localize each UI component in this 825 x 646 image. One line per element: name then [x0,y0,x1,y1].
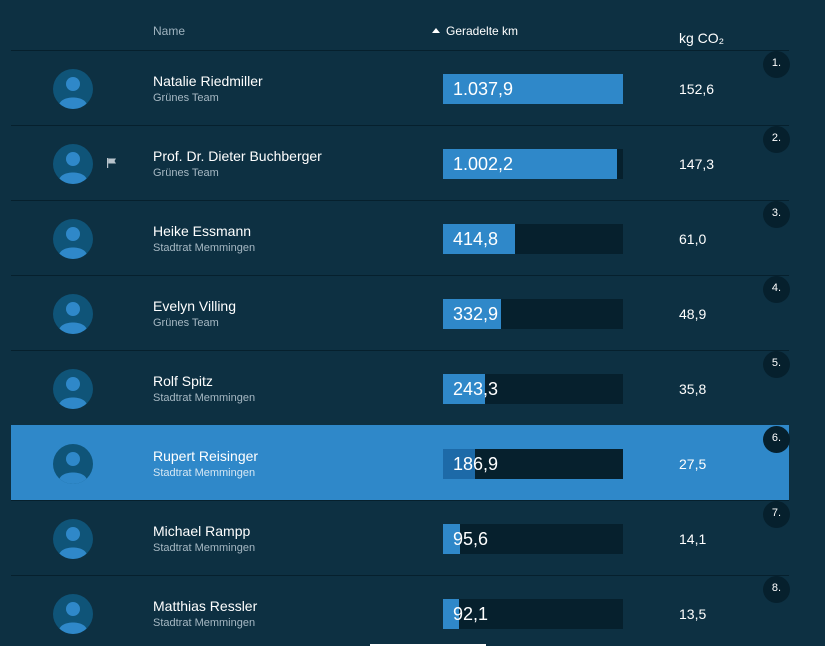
participant-name[interactable]: Heike Essmann [153,223,252,239]
flag-icon [106,156,118,168]
km-bar: 92,1 [443,599,623,629]
user-avatar-icon [53,444,93,484]
rank-badge: 5. [763,351,790,378]
km-bar-fill [443,374,485,404]
km-bar: 414,8 [443,224,623,254]
table-header: Name Geradelte km kg CO₂ [0,0,825,50]
user-avatar-icon [53,594,93,634]
participant-team: Stadtrat Memmingen [153,392,256,404]
km-bar: 95,6 [443,524,623,554]
co2-value: 35,8 [679,381,707,397]
km-bar: 186,9 [443,449,623,479]
participant-team: Grünes Team [153,167,219,179]
participant-team: Stadtrat Memmingen [153,467,256,479]
km-bar: 1.037,9 [443,74,623,104]
bottom-tab-indicator [370,644,486,646]
table-row[interactable]: Rolf Spitz Stadtrat Memmingen 243,3 35,8 5. [11,350,790,425]
km-bar: 243,3 [443,374,623,404]
rank-badge: 2. [763,126,790,153]
participant-team: Stadtrat Memmingen [153,617,256,629]
participant-name[interactable]: Rolf Spitz [153,373,213,389]
co2-value: 27,5 [679,456,707,472]
table-row[interactable]: Heike Essmann Stadtrat Memmingen 414,8 61,0… [11,200,790,275]
user-avatar-icon [53,219,93,259]
participant-team: Grünes Team [153,317,219,329]
co2-value: 152,6 [679,81,715,97]
co2-value: 61,0 [679,231,707,247]
co2-value: 147,3 [679,156,715,172]
rank-badge: 7. [763,501,790,528]
table-row[interactable]: Matthias Ressler Stadtrat Memmingen 92,1 13… [11,575,790,646]
table-row[interactable]: Michael Rampp Stadtrat Memmingen 95,6 14,1 7… [11,500,790,575]
km-value: 186,9 [453,454,499,474]
rank-badge: 1. [763,51,790,78]
participant-name[interactable]: Evelyn Villing [153,298,237,314]
user-avatar-icon [53,519,93,559]
user-avatar-icon [53,369,93,409]
km-value: 95,6 [453,529,489,549]
km-bar-fill [443,149,617,179]
km-value: 92,1 [453,604,489,624]
km-value: 1.002,2 [453,154,514,174]
table-row[interactable]: Natalie Riedmiller Grünes Team 1.037,9 152,… [11,50,790,125]
participant-team: Stadtrat Memmingen [153,242,256,254]
user-avatar-icon [53,294,93,334]
participant-name[interactable]: Natalie Riedmiller [153,73,263,89]
user-avatar-icon [53,69,93,109]
leaderboard-list: Natalie Riedmiller Grünes Team 1.037,9 152,… [11,50,790,646]
km-bar-fill [443,599,459,629]
participant-name[interactable]: Prof. Dr. Dieter Buchberger [153,148,322,164]
km-bar-fill [443,74,623,104]
participant-team: Stadtrat Memmingen [153,542,256,554]
column-header-km-label: Geradelte km [446,24,519,38]
km-bar: 1.002,2 [443,149,623,179]
table-row[interactable]: Prof. Dr. Dieter Buchberger Grünes Team 1.… [11,125,790,200]
km-bar: 332,9 [443,299,623,329]
participant-team: Grünes Team [153,92,219,104]
co2-value: 13,5 [679,606,707,622]
column-header-co2[interactable]: kg CO₂ [679,30,725,46]
table-row[interactable]: Evelyn Villing Grünes Team 332,9 48,9 4. [11,275,790,350]
km-bar-fill [443,449,475,479]
km-value: 332,9 [453,304,499,324]
user-avatar-icon [53,144,93,184]
co2-value: 48,9 [679,306,707,322]
table-row[interactable]: Rupert Reisinger Stadtrat Memmingen 186,9 2… [11,425,790,500]
rank-badge: 4. [763,276,790,303]
column-header-name[interactable]: Name [153,24,186,38]
rank-badge: 3. [763,201,790,228]
km-bar-fill [443,299,501,329]
km-bar-fill [443,524,460,554]
participant-name[interactable]: Rupert Reisinger [153,448,259,464]
km-value: 1.037,9 [453,79,514,99]
rank-badge: 6. [763,426,790,453]
participant-name[interactable]: Michael Rampp [153,523,251,539]
km-value: 243,3 [453,379,499,399]
participant-name[interactable]: Matthias Ressler [153,598,258,614]
rank-badge: 8. [763,576,790,603]
co2-value: 14,1 [679,531,707,547]
km-value: 414,8 [453,229,499,249]
km-bar-fill [443,224,515,254]
sort-ascending-icon [432,28,440,33]
column-header-km[interactable]: Geradelte km [432,23,518,39]
